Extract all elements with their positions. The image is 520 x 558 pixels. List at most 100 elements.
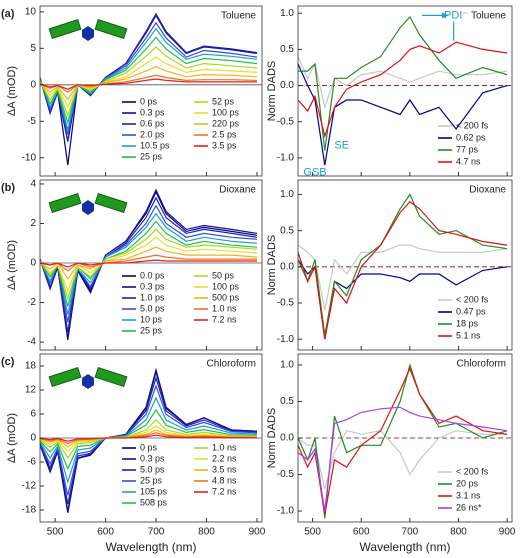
legend-label: 4.7 ns [456, 156, 481, 166]
y-tick-label: 6 [30, 409, 36, 420]
axes-frame [297, 5, 513, 177]
y-tick-label: -18 [22, 505, 37, 516]
legend-label: 26 ns* [456, 502, 482, 512]
y-tick-label: -0.5 [277, 298, 295, 309]
axes-frame [39, 179, 263, 351]
y-tick-label: 0 [30, 433, 36, 444]
legend-label: 2.2 ns [212, 453, 237, 463]
legend-label: 0.6 ps [140, 118, 165, 128]
legend-label: 508 ps [140, 497, 168, 507]
y-tick-label: -4 [27, 337, 36, 348]
annotation: PDI⁻ [444, 9, 468, 21]
series-line [298, 362, 508, 519]
y-tick-label: 18 [25, 361, 37, 372]
series-line [298, 406, 508, 512]
series-line [40, 246, 258, 280]
x-tick-label: 900 [249, 527, 266, 538]
solvent-label: Dioxane [219, 185, 256, 196]
legend-label: 5.0 ps [140, 464, 165, 474]
y-tick-label: -1.0 [277, 506, 295, 517]
legend-label: 0.47 ps [456, 306, 486, 316]
y-tick-label: 1.0 [280, 189, 294, 200]
legend-label: 0.0 ps [140, 270, 165, 280]
legend-label: 10.5 ps [140, 140, 170, 150]
legend-label: 1.0 ps [140, 292, 165, 302]
series-line [298, 200, 508, 340]
y-tick-label: 1.0 [280, 8, 294, 19]
legend-label: 25 ps [140, 151, 163, 161]
series-line [40, 254, 257, 272]
series-line [298, 56, 508, 110]
series-line [40, 236, 258, 293]
legend-label: 52 ps [212, 96, 235, 106]
legend-label: 3.5 ns [212, 464, 237, 474]
legend-label: 1.0 ns [212, 442, 237, 452]
legend-label: 105 ps [140, 486, 168, 496]
y-tick-label: 10 [25, 6, 37, 17]
legend-label: 4.8 ns [212, 475, 237, 485]
legend-label: 0 ps [140, 96, 158, 106]
plot-area [40, 12, 258, 166]
y-axis-label: Norm DADS [266, 61, 278, 122]
series-line [40, 13, 258, 142]
legend-label: 2.0 ps [140, 129, 165, 139]
series-line [40, 46, 258, 118]
legend-label: 100 ps [212, 281, 240, 291]
y-axis-label: Norm DADS [266, 235, 278, 296]
legend-label: 25 ps [140, 475, 163, 485]
panel-label: (c) [1, 356, 15, 368]
y-tick-label: 0.5 [280, 396, 294, 407]
legend-label: 0.3 ps [140, 107, 165, 117]
legend-label: 0.62 ps [456, 132, 486, 142]
y-axis-label: Norm DADS [266, 408, 278, 469]
y-tick-label: 5 [30, 43, 36, 54]
y-axis-label: ΔA (mOD) [6, 66, 18, 116]
y-tick-label: -1.0 [277, 153, 295, 164]
y-tick-label: -5 [27, 116, 36, 127]
x-axis-label: Wavelength (nm) [106, 540, 197, 554]
legend-label: 7.2 ns [212, 486, 237, 496]
solvent-label: Dioxane [469, 185, 506, 196]
plot-area [40, 367, 258, 513]
y-tick-label: -6 [27, 457, 36, 468]
series-line [40, 408, 258, 471]
plot-area [298, 193, 508, 340]
x-tick-label: 500 [304, 527, 321, 538]
legend-label: 0.3 ps [140, 453, 165, 463]
y-tick-label: 0.0 [280, 261, 294, 272]
x-tick-label: 800 [198, 527, 215, 538]
legend-label: 3.5 ps [212, 140, 237, 150]
solvent-label: Toluene [471, 11, 506, 22]
legend-label: 25 ps [140, 325, 163, 335]
x-axis-label: Wavelength (nm) [360, 540, 451, 554]
y-tick-label: -0.5 [277, 116, 295, 127]
y-tick-label: 0.0 [280, 80, 294, 91]
x-tick-label: 900 [499, 527, 516, 538]
series-line [40, 384, 258, 496]
series-line [40, 78, 257, 90]
series-line [40, 65, 258, 101]
y-tick-label: 0 [30, 79, 36, 90]
annotation: SE [334, 140, 349, 152]
panel-label: (b) [1, 182, 15, 194]
x-tick-label: 600 [353, 527, 370, 538]
y-tick-label: 1.0 [280, 360, 294, 371]
icon-core [82, 374, 94, 389]
icon-arm [48, 366, 82, 388]
legend-label: 3.1 ns [456, 490, 481, 500]
legend-label: 7.2 ns [212, 314, 237, 324]
y-tick-label: 0 [30, 258, 36, 269]
series-line [40, 196, 258, 333]
icon-arm [48, 192, 82, 214]
series-line [298, 63, 508, 166]
legend-label: 500 ps [212, 292, 240, 302]
x-tick-label: 700 [402, 527, 419, 538]
legend-label: 5.1 ns [456, 330, 481, 340]
x-tick-label: 800 [450, 527, 467, 538]
legend-label: 20 ps [456, 478, 479, 488]
icon-arm [94, 366, 128, 388]
y-tick-label: -2 [27, 297, 36, 308]
y-tick-label: 12 [25, 385, 37, 396]
